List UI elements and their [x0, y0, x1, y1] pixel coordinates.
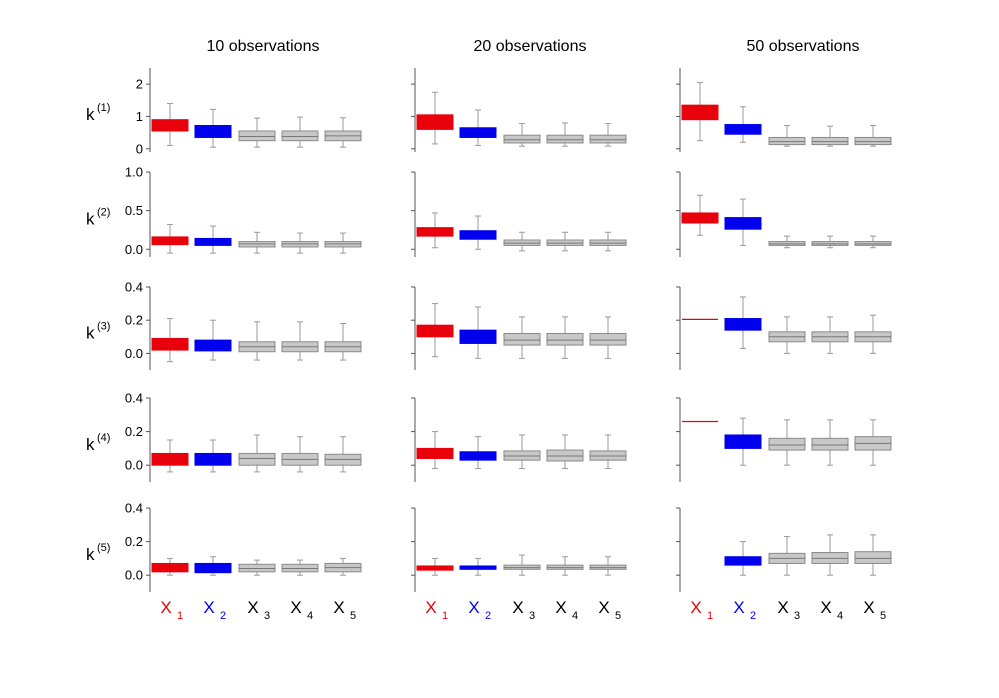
x-label-sub-5: 5 — [350, 610, 356, 622]
x-label-3: X — [777, 598, 788, 617]
box-3-body — [768, 437, 806, 451]
x-label-sub-2: 2 — [750, 610, 756, 622]
box-5-body — [589, 332, 627, 346]
x-label-4: X — [820, 598, 831, 617]
x-label-4: X — [555, 598, 566, 617]
box-2-body — [724, 556, 762, 566]
row-label-sup-4: (4) — [97, 432, 110, 444]
x-label-sub-4: 4 — [307, 610, 313, 622]
x-label-sub-1: 1 — [177, 610, 183, 622]
x-label-1: X — [160, 598, 171, 617]
x-label-3: X — [512, 598, 523, 617]
x-label-2: X — [733, 598, 744, 617]
box-5-body — [854, 551, 892, 564]
row-label-sup-1: (1) — [97, 102, 110, 114]
x-label-sub-2: 2 — [485, 610, 491, 622]
x-label-sub-4: 4 — [837, 610, 843, 622]
box-3-body — [503, 332, 541, 346]
x-label-5: X — [863, 598, 874, 617]
box-4-body — [811, 136, 849, 146]
box-2-body — [724, 434, 762, 449]
x-label-sub-5: 5 — [615, 610, 621, 622]
box-1-body — [416, 114, 454, 130]
row-label-4: k — [86, 435, 95, 454]
x-label-sub-1: 1 — [707, 610, 713, 622]
row-label-3: k — [86, 324, 95, 343]
row-label-sup-3: (3) — [97, 321, 110, 333]
y-tick-label: 0.5 — [125, 203, 143, 218]
box-3-body — [503, 134, 541, 144]
y-tick-label: 1 — [136, 109, 143, 124]
column-title-2: 20 observations — [474, 38, 587, 55]
y-tick-label: 0.0 — [125, 242, 143, 257]
box-2-body — [194, 452, 232, 466]
row-label-sup-5: (5) — [97, 542, 110, 554]
y-tick-label: 0 — [136, 141, 143, 156]
column-title-1: 10 observations — [207, 38, 320, 55]
y-tick-label: 0.0 — [125, 458, 143, 473]
box-4-body — [811, 437, 849, 451]
box-4-body — [546, 134, 584, 144]
box-4-body — [281, 130, 319, 142]
y-tick-label: 2 — [136, 77, 143, 92]
box-2-body — [194, 125, 232, 138]
y-tick-label: 0.4 — [125, 501, 143, 516]
y-tick-label: 0.2 — [125, 313, 143, 328]
box-5-body — [854, 136, 892, 146]
x-label-5: X — [333, 598, 344, 617]
x-label-sub-4: 4 — [572, 610, 578, 622]
y-tick-label: 0.2 — [125, 534, 143, 549]
row-label-5: k — [86, 545, 95, 564]
box-1-body — [416, 324, 454, 338]
x-label-sub-1: 1 — [442, 610, 448, 622]
y-tick-label: 1.0 — [125, 165, 143, 180]
y-tick-label: 0.2 — [125, 424, 143, 439]
y-tick-label: 0.0 — [125, 568, 143, 583]
x-label-4: X — [290, 598, 301, 617]
x-label-sub-5: 5 — [880, 610, 886, 622]
x-label-sub-3: 3 — [529, 610, 535, 622]
y-tick-label: 0.4 — [125, 280, 143, 295]
box-3-body — [238, 130, 276, 142]
y-tick-label: 0.0 — [125, 346, 143, 361]
x-label-2: X — [203, 598, 214, 617]
x-label-sub-2: 2 — [220, 610, 226, 622]
box-2-body — [459, 451, 497, 461]
column-title-3: 50 observations — [747, 38, 860, 55]
x-label-2: X — [468, 598, 479, 617]
row-label-1: k — [86, 105, 95, 124]
box-2-body — [724, 217, 762, 230]
x-label-sub-3: 3 — [794, 610, 800, 622]
box-3-body — [768, 136, 806, 146]
x-label-5: X — [598, 598, 609, 617]
x-label-3: X — [247, 598, 258, 617]
row-label-sup-2: (2) — [97, 207, 110, 219]
y-tick-label: 0.4 — [125, 391, 143, 406]
row-label-2: k — [86, 210, 95, 229]
x-label-sub-3: 3 — [264, 610, 270, 622]
x-label-1: X — [425, 598, 436, 617]
box-2-body — [724, 318, 762, 331]
box-5-body — [589, 134, 627, 144]
box-1-body — [151, 452, 189, 466]
box-3-body — [238, 452, 276, 466]
box-4-body — [546, 332, 584, 346]
x-label-1: X — [690, 598, 701, 617]
